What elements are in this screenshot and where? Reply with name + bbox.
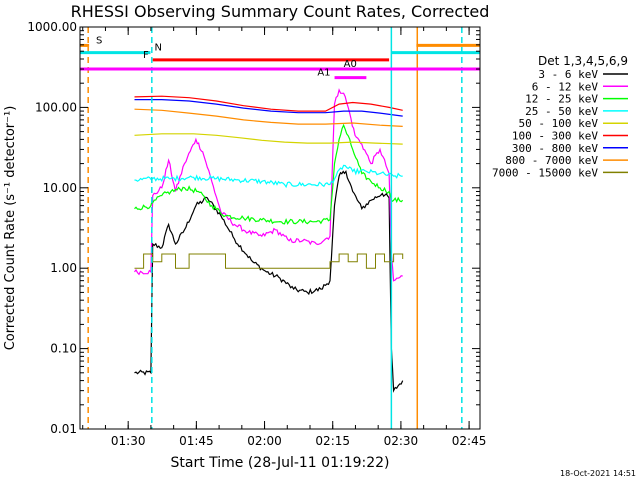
flag-label-n: N [154,43,161,54]
x-axis-label: Start Time (28-Jul-11 01:19:22) [170,455,389,471]
legend-entry-3-6-kev: 3 - 6 keV [538,68,598,81]
plot-frame [79,26,481,430]
attenuator-flags: S NF A0 A1 [80,35,480,80]
series-line-25-50-kev [134,164,403,189]
x-tick-label: 02:45 [452,434,487,448]
legend-title: Det 1,3,4,5,6,9 [538,54,628,68]
series-layer [134,88,404,393]
y-tick-label: 1000.00 [27,20,77,34]
y-axis-label: Corrected Count Rate (s⁻¹ detector⁻¹) [3,106,18,351]
legend-entry-7000-15000-kev: 7000 - 15000 keV [492,166,598,179]
legend-entry-800-7000-kev: 800 - 7000 keV [505,154,598,167]
y-tick-label: 100.00 [35,100,77,114]
x-tick-label: 02:00 [247,434,282,448]
vertical-markers [87,27,463,429]
y-tick-label: 1.00 [50,261,77,275]
footer-date: 18-Oct-2021 14:51 [560,469,636,478]
legend-entry-100-300-kev: 100 - 300 keV [512,130,598,143]
series-line-7000-15000-kev [134,253,404,269]
flag-label-a0: A0 [344,59,357,70]
series-line-12-25-kev [134,123,404,225]
chart-title: RHESSI Observing Summary Count Rates, Co… [71,2,490,21]
series-line-3-6-kev [134,169,404,393]
series-line-50-100-kev [134,133,403,145]
y-tick-label: 0.10 [50,342,77,356]
x-tick-label: 01:30 [111,434,146,448]
legend-entry-6-12-kev: 6 - 12 keV [532,80,599,93]
legend-entry-50-100-kev: 50 - 100 keV [519,117,599,130]
y-tick-label: 10.00 [43,181,77,195]
x-tick-label: 02:30 [384,434,419,448]
flag-label-s: S [96,35,102,46]
legend-entry-25-50-kev: 25 - 50 keV [525,105,598,118]
flag-label-f: F [143,50,149,61]
axes: 0.01 0.10 1.00 10.00 100.00 1000.00 01:30 01:45… [27,20,486,448]
flag-label-a1: A1 [317,68,330,79]
y-tick-label: 0.01 [50,422,77,436]
legend-entry-12-25-kev: 12 - 25 keV [525,93,598,106]
series-line-300-800-kev [134,98,403,117]
series-line-100-300-kev [134,95,403,112]
x-tick-label: 02:15 [315,434,350,448]
x-tick-label: 01:45 [179,434,214,448]
legend-entry-300-800-kev: 300 - 800 keV [512,142,598,155]
series-line-6-12-kev [134,88,403,282]
series-line-800-7000-kev [134,108,403,127]
